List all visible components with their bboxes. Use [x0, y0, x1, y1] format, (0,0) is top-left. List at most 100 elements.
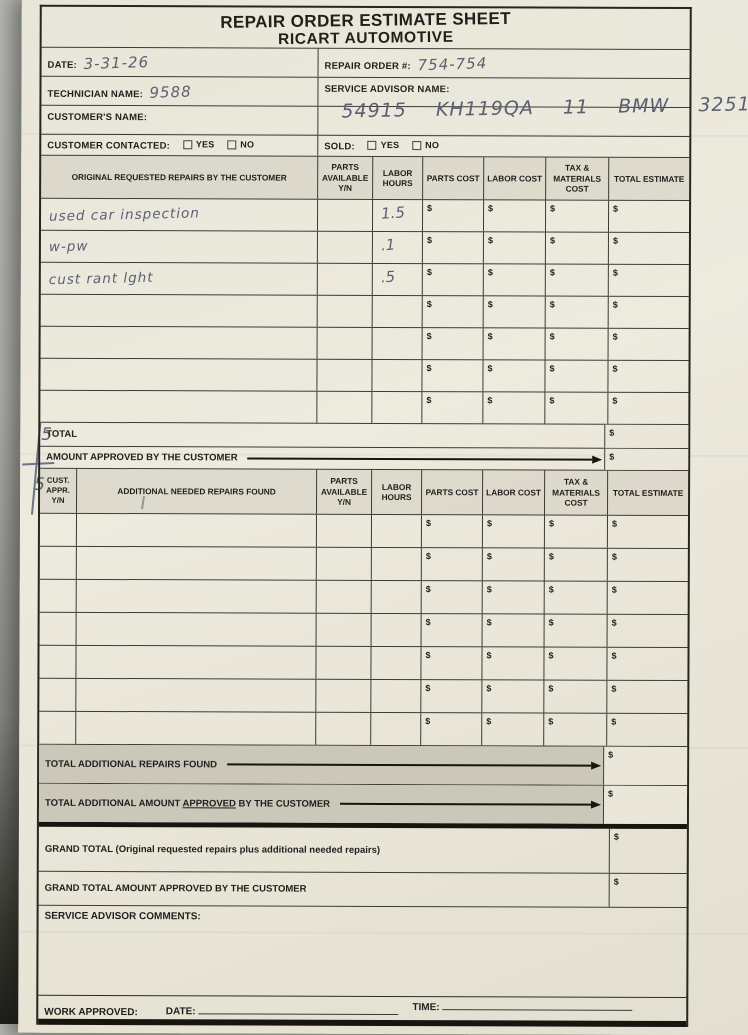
- labor-cost-cell: $: [482, 548, 545, 581]
- dollar-sign: $: [425, 716, 431, 727]
- total-additional-cell: $: [603, 746, 688, 786]
- tax-materials-cell: $: [545, 232, 609, 264]
- parts-available-cell: [317, 263, 373, 295]
- additional-repairs-table: CUST. APPR. Y/N ADDITIONAL NEEDED REPAIR…: [39, 467, 689, 747]
- service-advisor-comments-section: SERVICE ADVISOR COMMENTS:: [38, 904, 687, 998]
- repair-description-cell: [40, 390, 318, 423]
- repair-order-handwritten-value: 754-754: [417, 54, 488, 75]
- repair-description-cell: [76, 711, 317, 745]
- parts-available-cell: [316, 679, 372, 712]
- checkbox-no: [412, 140, 422, 150]
- cust-appr-cell: [39, 645, 77, 678]
- tax-materials-cell: $: [545, 360, 609, 392]
- dollar-sign: $: [425, 551, 431, 562]
- column-header: CUST. APPR. Y/N: [40, 468, 78, 513]
- contacted-yes-option: YES: [182, 139, 215, 150]
- column-header: LABOR HOURS: [372, 469, 423, 515]
- dollar-sign: $: [487, 299, 493, 310]
- sold-no-option: NO: [412, 140, 439, 150]
- table-header-row: ORIGINAL REQUESTED REPAIRS BY THE CUSTOM…: [41, 154, 690, 201]
- cust-appr-cell: [39, 612, 77, 645]
- dollar-sign: $: [425, 518, 432, 529]
- table-row: $ $ $ $: [40, 293, 689, 329]
- repair-order-label: REPAIR ORDER #:: [324, 60, 411, 73]
- sold-field: SOLD: YES NO: [318, 136, 689, 157]
- tax-materials-cell: $: [545, 296, 609, 328]
- cust-appr-cell: [39, 711, 77, 744]
- labor-hours-cell: [371, 646, 422, 680]
- arrow-shaft: [247, 456, 593, 461]
- time-signature-line: [442, 1000, 633, 1011]
- parts-cost-cell: $: [422, 264, 484, 296]
- date-label: DATE:: [47, 59, 77, 71]
- customer-contacted-field: CUSTOMER CONTACTED: YES NO: [41, 134, 319, 156]
- dollar-sign: $: [426, 299, 432, 310]
- total-estimate-cell: $: [608, 393, 688, 424]
- parts-available-cell: [316, 613, 372, 646]
- labor-cost-cell: $: [483, 360, 546, 392]
- parts-cost-cell: $: [421, 548, 483, 581]
- dollar-sign: $: [613, 831, 619, 842]
- customer-contacted-label: CUSTOMER CONTACTED:: [47, 140, 171, 152]
- table-row: $ $ $ $: [40, 325, 689, 361]
- checkbox-no: [227, 139, 237, 149]
- repair-description-cell: used car inspection: [40, 198, 319, 231]
- repair-order-field: REPAIR ORDER #: 754-754: [319, 49, 690, 78]
- parts-available-cell: [317, 327, 373, 359]
- labor-hours-cell: [371, 613, 422, 647]
- repair-description-cell: [76, 678, 317, 712]
- labor-hours-cell: 1.5: [372, 199, 424, 232]
- total-row: TOTAL $: [40, 421, 689, 449]
- dollar-sign: $: [488, 203, 494, 214]
- dollar-sign: $: [487, 267, 493, 278]
- parts-cost-cell: $: [422, 392, 484, 424]
- parts-cost-cell: $: [422, 232, 484, 264]
- labor-cost-cell: $: [482, 713, 545, 746]
- dollar-sign: $: [487, 363, 493, 374]
- repair-description-cell: [76, 513, 317, 547]
- dollar-sign: $: [611, 650, 617, 661]
- labor-cost-cell: $: [482, 647, 545, 680]
- arrow-shaft: [227, 763, 592, 767]
- grand-total-cell: $: [608, 828, 687, 874]
- footer-date-label: DATE:: [165, 1006, 196, 1018]
- labor-hours-cell: [371, 547, 422, 581]
- column-header: LABOR COST: [484, 157, 547, 200]
- yes-label: YES: [195, 139, 215, 150]
- total-estimate-cell: $: [607, 681, 687, 713]
- repair-description-cell: [40, 294, 318, 327]
- dollar-sign: $: [549, 395, 555, 406]
- total-estimate-cell: $: [609, 233, 689, 264]
- parts-available-cell: [316, 646, 372, 679]
- column-header: TOTAL ESTIMATE: [609, 157, 690, 201]
- dollar-sign: $: [613, 876, 619, 887]
- labor-cost-cell: $: [482, 515, 545, 548]
- dollar-sign: $: [425, 617, 431, 628]
- dollar-sign: $: [549, 299, 555, 310]
- labor-cost-cell: $: [483, 392, 546, 424]
- labor-hours-cell: [371, 679, 422, 713]
- tax-materials-cell: $: [544, 647, 608, 680]
- sold-yes-option: YES: [367, 140, 399, 150]
- total-additional-label: TOTAL ADDITIONAL REPAIRS FOUND: [45, 758, 218, 770]
- repair-order-form: REPAIR ORDER ESTIMATE SHEET RICART AUTOM…: [36, 4, 748, 1028]
- parts-available-cell: [317, 231, 373, 263]
- parts-cost-cell: $: [421, 515, 483, 548]
- labor-cost-cell: $: [483, 296, 546, 328]
- tax-materials-cell: $: [544, 713, 608, 746]
- table-row: $ $ $ $: [40, 389, 689, 425]
- customer-name-field: CUSTOMER'S NAME:: [41, 105, 319, 135]
- dollar-sign: $: [549, 363, 555, 374]
- date-signature-line: [198, 1004, 399, 1016]
- paper-sheet: 5 5 REPAIR ORDER ESTIMATE SHEET RICART A…: [18, 0, 748, 1035]
- tax-materials-cell: $: [544, 680, 608, 713]
- tax-materials-cell: $: [545, 200, 610, 232]
- parts-available-cell: [317, 391, 373, 423]
- dollar-sign: $: [611, 716, 617, 727]
- table-row: $ $ $ $: [39, 512, 688, 549]
- dollar-sign: $: [487, 235, 493, 246]
- grand-total-approved-label: GRAND TOTAL AMOUNT APPROVED BY THE CUSTO…: [44, 882, 307, 895]
- arrow-line: [340, 800, 602, 809]
- total-estimate-cell: $: [608, 549, 688, 581]
- dollar-sign: $: [426, 267, 432, 278]
